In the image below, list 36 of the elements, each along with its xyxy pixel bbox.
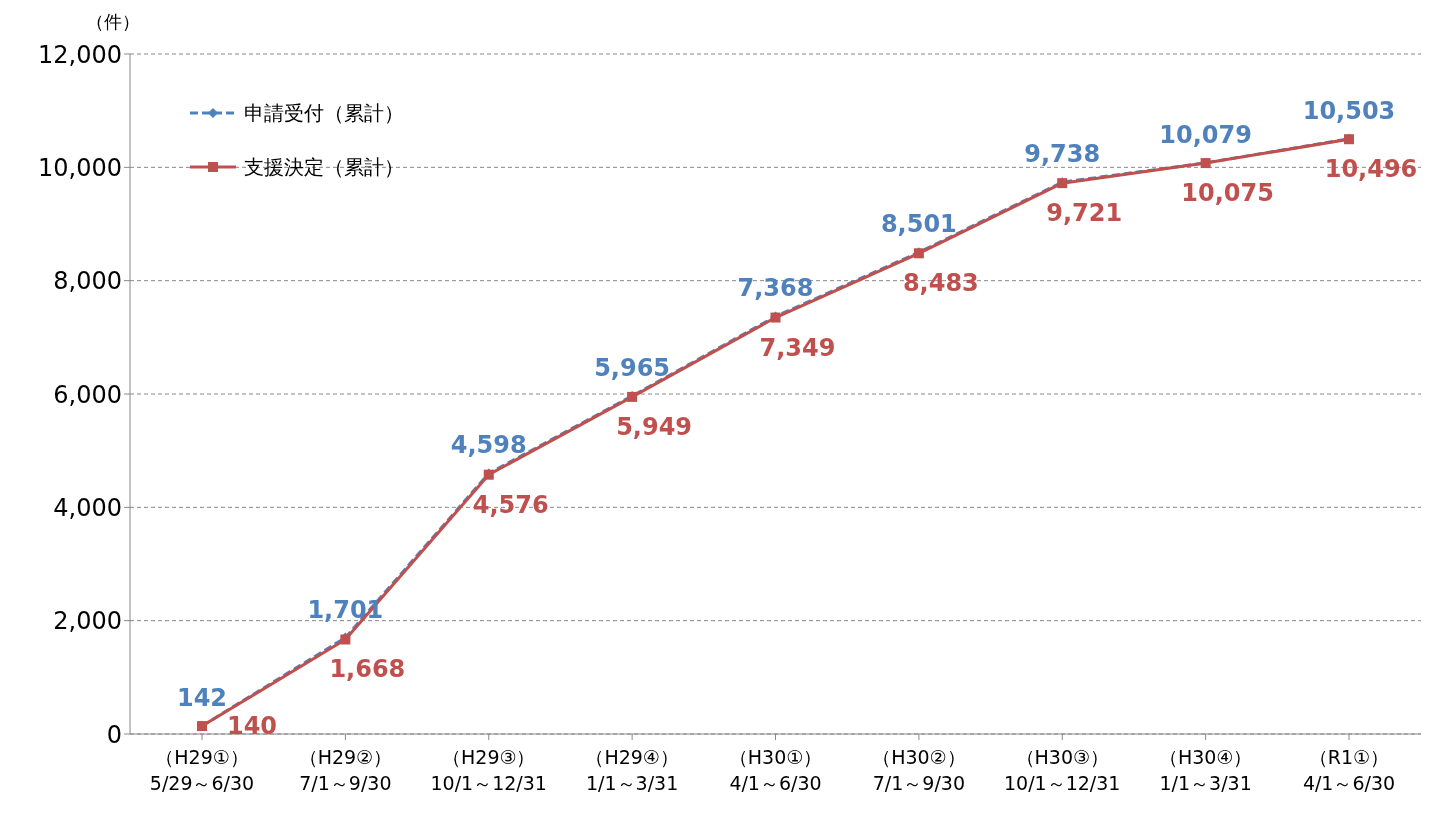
y-tick-label: 10,000 <box>38 153 122 182</box>
x-tick-label: （H30②） 7/1～9/30 <box>872 746 966 794</box>
x-tick-label: （H29③） 10/1～12/31 <box>430 746 547 794</box>
y-tick-label: 6,000 <box>53 380 122 409</box>
data-label: 10,496 <box>1324 155 1418 184</box>
x-tick-label: （R1①） 4/1～6/30 <box>1302 746 1396 794</box>
x-tick-label: （H29④） 1/1～3/31 <box>585 746 679 794</box>
x-tick-label: （H30①） 4/1～6/30 <box>728 746 823 794</box>
data-label: 7,349 <box>759 333 836 362</box>
data-label: 10,503 <box>1302 96 1396 125</box>
y-tick-label: 4,000 <box>53 493 122 522</box>
y-tick-label: 2,000 <box>53 607 122 636</box>
legend-label: 支援決定（累計） <box>244 154 404 181</box>
data-label: 10,079 <box>1159 120 1252 149</box>
data-label: 5,949 <box>616 412 693 441</box>
data-label: 4,576 <box>472 490 549 519</box>
y-tick-label: 0 <box>106 720 122 749</box>
data-label: 10,075 <box>1181 179 1274 208</box>
data-label: 142 <box>176 683 228 712</box>
y-tick-label: 8,000 <box>53 267 122 296</box>
data-label: 5,965 <box>594 353 671 382</box>
y-axis-title: （件） <box>86 10 140 34</box>
data-label: 7,368 <box>737 274 814 303</box>
legend-label: 申請受付（累計） <box>244 100 404 127</box>
x-tick-label: （H29②） 7/1～9/30 <box>298 746 393 794</box>
x-tick-label: （H30④） 1/1～3/31 <box>1158 746 1253 794</box>
data-label: 8,483 <box>902 269 979 298</box>
y-tick-label: 12,000 <box>38 40 122 69</box>
data-label: 9,738 <box>1024 140 1101 169</box>
data-label: 1,668 <box>329 655 406 684</box>
data-label: 140 <box>226 712 278 741</box>
data-label: 4,598 <box>450 431 527 460</box>
x-tick-label: （H30③） 10/1～12/31 <box>1004 746 1121 794</box>
data-label: 9,721 <box>1046 199 1123 228</box>
x-tick-label: （H29①） 5/29～6/30 <box>149 746 255 794</box>
data-label: 8,501 <box>880 210 957 239</box>
